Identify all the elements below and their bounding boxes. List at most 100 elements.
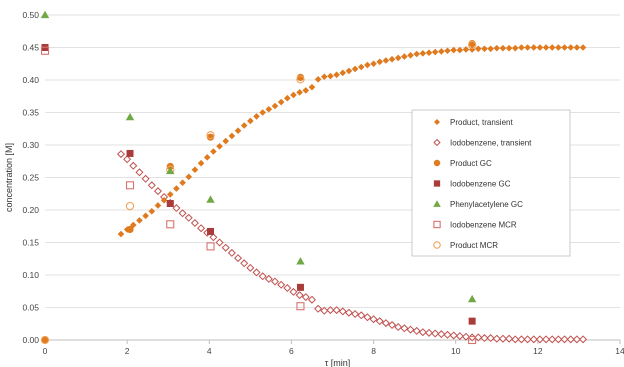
- x-axis-title: τ [min]: [325, 358, 351, 367]
- data-point: [289, 287, 298, 296]
- data-point: [407, 52, 414, 59]
- data-point: [339, 69, 347, 77]
- data-point: [40, 335, 50, 345]
- data-point: [246, 263, 255, 272]
- data-point: [523, 335, 532, 344]
- data-point: [136, 217, 143, 224]
- data-point: [197, 159, 205, 167]
- data-point: [475, 45, 482, 53]
- data-point: [505, 44, 513, 52]
- data-point: [449, 331, 458, 340]
- data-point: [206, 195, 215, 203]
- legend-marker: [433, 180, 441, 187]
- data-point: [499, 44, 507, 52]
- data-point: [467, 294, 477, 303]
- legend-entry: Product, transient: [450, 118, 513, 127]
- data-point: [443, 330, 452, 339]
- data-point: [333, 71, 340, 79]
- data-point: [296, 257, 305, 265]
- data-point: [160, 196, 168, 204]
- data-point: [126, 225, 134, 234]
- legend-entry: Iodobenzene, transient: [450, 139, 532, 148]
- data-point: [462, 46, 470, 53]
- data-point: [234, 254, 243, 263]
- data-point: [344, 308, 353, 317]
- data-point: [191, 166, 199, 173]
- data-point: [468, 317, 476, 325]
- data-point: [555, 44, 562, 51]
- data-point: [357, 63, 365, 71]
- data-point: [41, 336, 49, 344]
- data-point: [222, 137, 230, 145]
- data-point: [184, 213, 193, 222]
- data-point: [431, 329, 440, 338]
- plot-area: [40, 10, 588, 345]
- data-point: [197, 224, 206, 233]
- series-product-gc: [41, 40, 476, 344]
- data-point: [566, 335, 575, 344]
- data-point: [467, 40, 477, 50]
- data-point: [209, 233, 218, 242]
- y-tick-label: 0.40: [22, 75, 39, 85]
- data-point: [314, 304, 323, 313]
- data-point: [206, 242, 215, 251]
- data-point: [141, 174, 150, 183]
- data-point: [381, 319, 390, 328]
- data-point: [438, 48, 445, 55]
- x-tick-label: 2: [125, 346, 130, 356]
- y-tick-label: 0.25: [22, 173, 39, 183]
- data-point: [270, 277, 280, 286]
- data-point: [524, 44, 531, 51]
- data-point: [406, 325, 415, 334]
- data-point: [221, 243, 230, 252]
- data-point: [573, 44, 581, 51]
- data-point: [517, 335, 526, 344]
- data-point: [357, 311, 366, 320]
- data-point: [375, 317, 384, 326]
- data-point: [548, 44, 556, 51]
- data-point: [154, 202, 162, 209]
- data-point: [284, 94, 291, 102]
- y-tick-label: 0.00: [22, 335, 39, 345]
- data-point: [579, 44, 587, 51]
- data-point: [206, 133, 215, 141]
- data-point: [277, 98, 285, 106]
- data-point: [264, 274, 273, 283]
- data-point: [40, 46, 50, 55]
- data-point: [116, 150, 125, 159]
- legend-marker: [433, 159, 441, 167]
- data-point: [178, 209, 187, 218]
- data-point: [468, 335, 477, 345]
- data-point: [125, 112, 135, 121]
- data-point: [369, 315, 378, 324]
- data-point: [135, 168, 144, 177]
- data-point: [444, 47, 451, 55]
- series-product-transient: [117, 44, 587, 238]
- data-point: [567, 44, 575, 51]
- data-point: [185, 173, 193, 181]
- data-point: [203, 154, 211, 161]
- data-point: [493, 44, 501, 52]
- data-point: [542, 44, 550, 51]
- data-point: [296, 75, 305, 84]
- data-point: [450, 46, 457, 54]
- data-point: [388, 321, 397, 330]
- data-point: [481, 45, 488, 53]
- data-point: [486, 334, 495, 343]
- data-point: [258, 272, 267, 281]
- data-point: [572, 335, 581, 344]
- data-point: [301, 293, 310, 302]
- data-point: [166, 166, 175, 175]
- data-point: [142, 212, 149, 220]
- data-point: [190, 218, 199, 228]
- y-tick-label: 0.10: [22, 270, 39, 280]
- data-point: [511, 44, 519, 52]
- y-tick-label: 0.35: [22, 108, 39, 118]
- data-point: [425, 49, 433, 56]
- legend-marker: [433, 220, 441, 229]
- data-point: [40, 10, 50, 19]
- data-point: [320, 73, 328, 81]
- data-point: [561, 44, 568, 51]
- data-point: [125, 201, 135, 211]
- data-point: [320, 306, 329, 315]
